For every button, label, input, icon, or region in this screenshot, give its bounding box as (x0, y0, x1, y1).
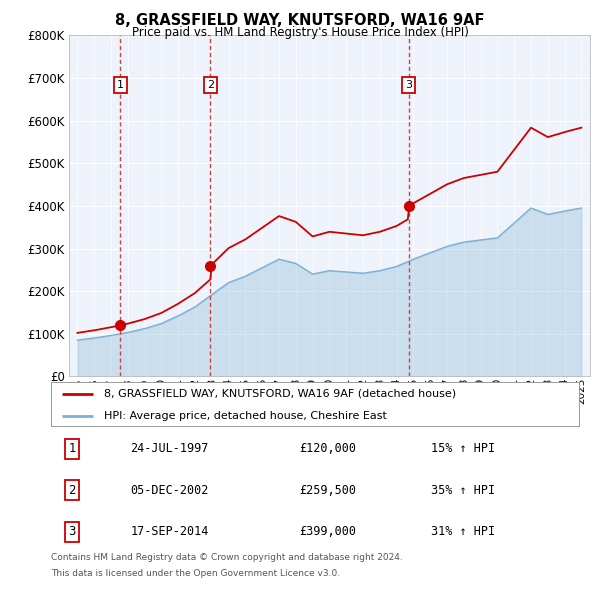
Text: Price paid vs. HM Land Registry's House Price Index (HPI): Price paid vs. HM Land Registry's House … (131, 26, 469, 39)
Text: 3: 3 (68, 525, 76, 538)
Text: 24-JUL-1997: 24-JUL-1997 (130, 442, 209, 455)
Text: £399,000: £399,000 (299, 525, 356, 538)
Text: 31% ↑ HPI: 31% ↑ HPI (431, 525, 495, 538)
Text: £120,000: £120,000 (299, 442, 356, 455)
Text: 1: 1 (117, 80, 124, 90)
Text: 1: 1 (68, 442, 76, 455)
Text: 2: 2 (207, 80, 214, 90)
Text: 05-DEC-2002: 05-DEC-2002 (130, 484, 209, 497)
Text: 17-SEP-2014: 17-SEP-2014 (130, 525, 209, 538)
Text: HPI: Average price, detached house, Cheshire East: HPI: Average price, detached house, Ches… (104, 411, 386, 421)
Text: 3: 3 (405, 80, 412, 90)
Text: £259,500: £259,500 (299, 484, 356, 497)
Text: 8, GRASSFIELD WAY, KNUTSFORD, WA16 9AF: 8, GRASSFIELD WAY, KNUTSFORD, WA16 9AF (115, 13, 485, 28)
Text: This data is licensed under the Open Government Licence v3.0.: This data is licensed under the Open Gov… (51, 569, 340, 578)
Text: 35% ↑ HPI: 35% ↑ HPI (431, 484, 495, 497)
Text: Contains HM Land Registry data © Crown copyright and database right 2024.: Contains HM Land Registry data © Crown c… (51, 553, 403, 562)
Text: 2: 2 (68, 484, 76, 497)
Text: 8, GRASSFIELD WAY, KNUTSFORD, WA16 9AF (detached house): 8, GRASSFIELD WAY, KNUTSFORD, WA16 9AF (… (104, 389, 456, 399)
Text: 15% ↑ HPI: 15% ↑ HPI (431, 442, 495, 455)
